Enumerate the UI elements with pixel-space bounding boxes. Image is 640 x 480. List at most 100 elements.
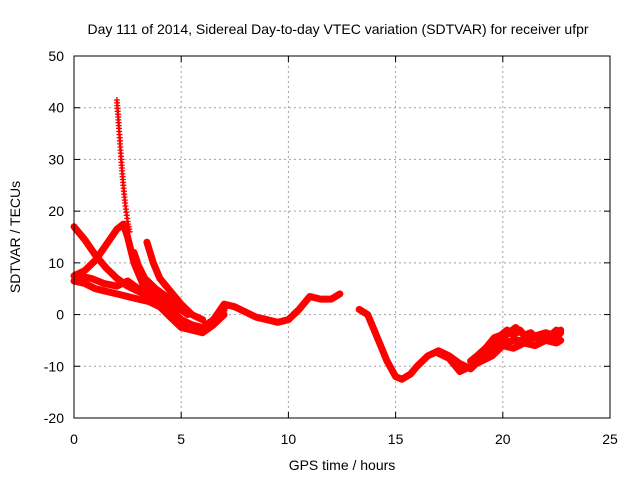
data-point — [180, 318, 187, 324]
data-point — [258, 315, 265, 322]
data-point — [309, 294, 316, 301]
data-point — [127, 294, 134, 301]
data-point — [97, 287, 104, 293]
data-point — [521, 332, 528, 339]
data-point — [138, 296, 144, 303]
data-point — [536, 337, 543, 344]
data-point — [101, 280, 107, 287]
data-point — [145, 245, 152, 252]
data-point — [239, 307, 246, 314]
data-point — [191, 327, 198, 334]
data-point — [146, 248, 153, 254]
x-tick-label: 0 — [70, 431, 78, 447]
data-point — [199, 316, 206, 323]
data-point — [147, 251, 154, 257]
data-point — [191, 312, 198, 319]
data-point — [242, 309, 249, 315]
series-line — [70, 223, 344, 331]
data-point — [557, 337, 564, 344]
data-point — [443, 354, 450, 361]
data-point — [132, 295, 139, 302]
grid — [74, 56, 610, 418]
y-tick-label: 30 — [48, 151, 64, 167]
data-point — [124, 234, 131, 240]
y-tick-label: 20 — [48, 203, 64, 219]
y-axis-label: SDTVAR / TECUs — [7, 181, 23, 293]
data-point — [539, 330, 546, 337]
data-point — [475, 359, 482, 366]
data-point — [231, 303, 238, 310]
data-point — [78, 273, 85, 280]
data-point — [184, 311, 191, 318]
data-point — [126, 228, 133, 235]
data-point — [510, 345, 517, 352]
data-point — [427, 351, 434, 358]
data-point — [148, 253, 155, 260]
data-point — [146, 298, 152, 305]
data-point — [125, 236, 132, 243]
data-point — [507, 338, 514, 345]
data-point — [486, 354, 493, 361]
y-tick-label: -10 — [44, 358, 64, 374]
data-point — [87, 283, 94, 290]
data-point — [542, 329, 549, 336]
data-point — [81, 280, 88, 287]
data-point — [459, 367, 466, 374]
data-point — [247, 311, 254, 318]
data-point — [140, 287, 147, 293]
data-point — [314, 295, 321, 302]
x-tick-label: 20 — [495, 431, 511, 447]
data-point — [143, 239, 150, 246]
data-point — [483, 355, 490, 362]
data-point — [154, 302, 161, 309]
data-point — [119, 280, 126, 287]
series-trace-f — [130, 249, 192, 319]
data-point — [245, 310, 252, 317]
y-tick-label: -20 — [44, 410, 64, 426]
series-trace-j — [467, 324, 560, 365]
x-tick-label: 15 — [388, 431, 404, 447]
data-point — [539, 336, 546, 343]
data-point — [105, 288, 112, 295]
data-point — [234, 305, 241, 312]
series-layer — [70, 97, 565, 383]
data-point — [524, 331, 531, 337]
data-point — [456, 368, 463, 375]
data-point — [548, 338, 554, 345]
y-tick-label: 10 — [48, 255, 64, 271]
data-point — [111, 290, 118, 297]
data-point — [269, 318, 276, 324]
x-axis-label: GPS time / hours — [289, 457, 396, 473]
data-point — [151, 301, 158, 308]
series-trace-e — [143, 238, 207, 324]
data-point — [188, 321, 195, 328]
data-point — [148, 299, 155, 306]
axis-ticks: 0 5 10 15 20 25 -20 -10 0 10 20 30 40 50 — [44, 48, 618, 447]
data-point — [542, 335, 548, 342]
data-point — [481, 356, 487, 363]
data-point — [92, 285, 99, 292]
data-point — [113, 283, 120, 290]
series-trace-c — [70, 277, 228, 337]
x-tick-label: 5 — [177, 431, 185, 447]
data-point — [144, 242, 151, 249]
data-point — [336, 290, 343, 297]
chart-title: Day 111 of 2014, Sidereal Day-to-day VTE… — [87, 21, 588, 37]
data-point — [435, 350, 442, 357]
data-point — [84, 274, 91, 281]
data-point — [513, 343, 520, 350]
data-point — [282, 317, 289, 324]
series-spike — [113, 97, 133, 235]
data-point — [178, 316, 185, 323]
y-tick-label: 40 — [48, 100, 64, 116]
data-point — [135, 285, 142, 292]
data-point — [462, 365, 469, 372]
data-point — [84, 281, 91, 288]
data-point — [395, 374, 402, 381]
data-point — [126, 242, 133, 249]
data-point — [502, 343, 509, 350]
data-point — [537, 331, 543, 338]
y-tick-label: 0 — [56, 307, 64, 323]
data-point — [221, 311, 228, 318]
